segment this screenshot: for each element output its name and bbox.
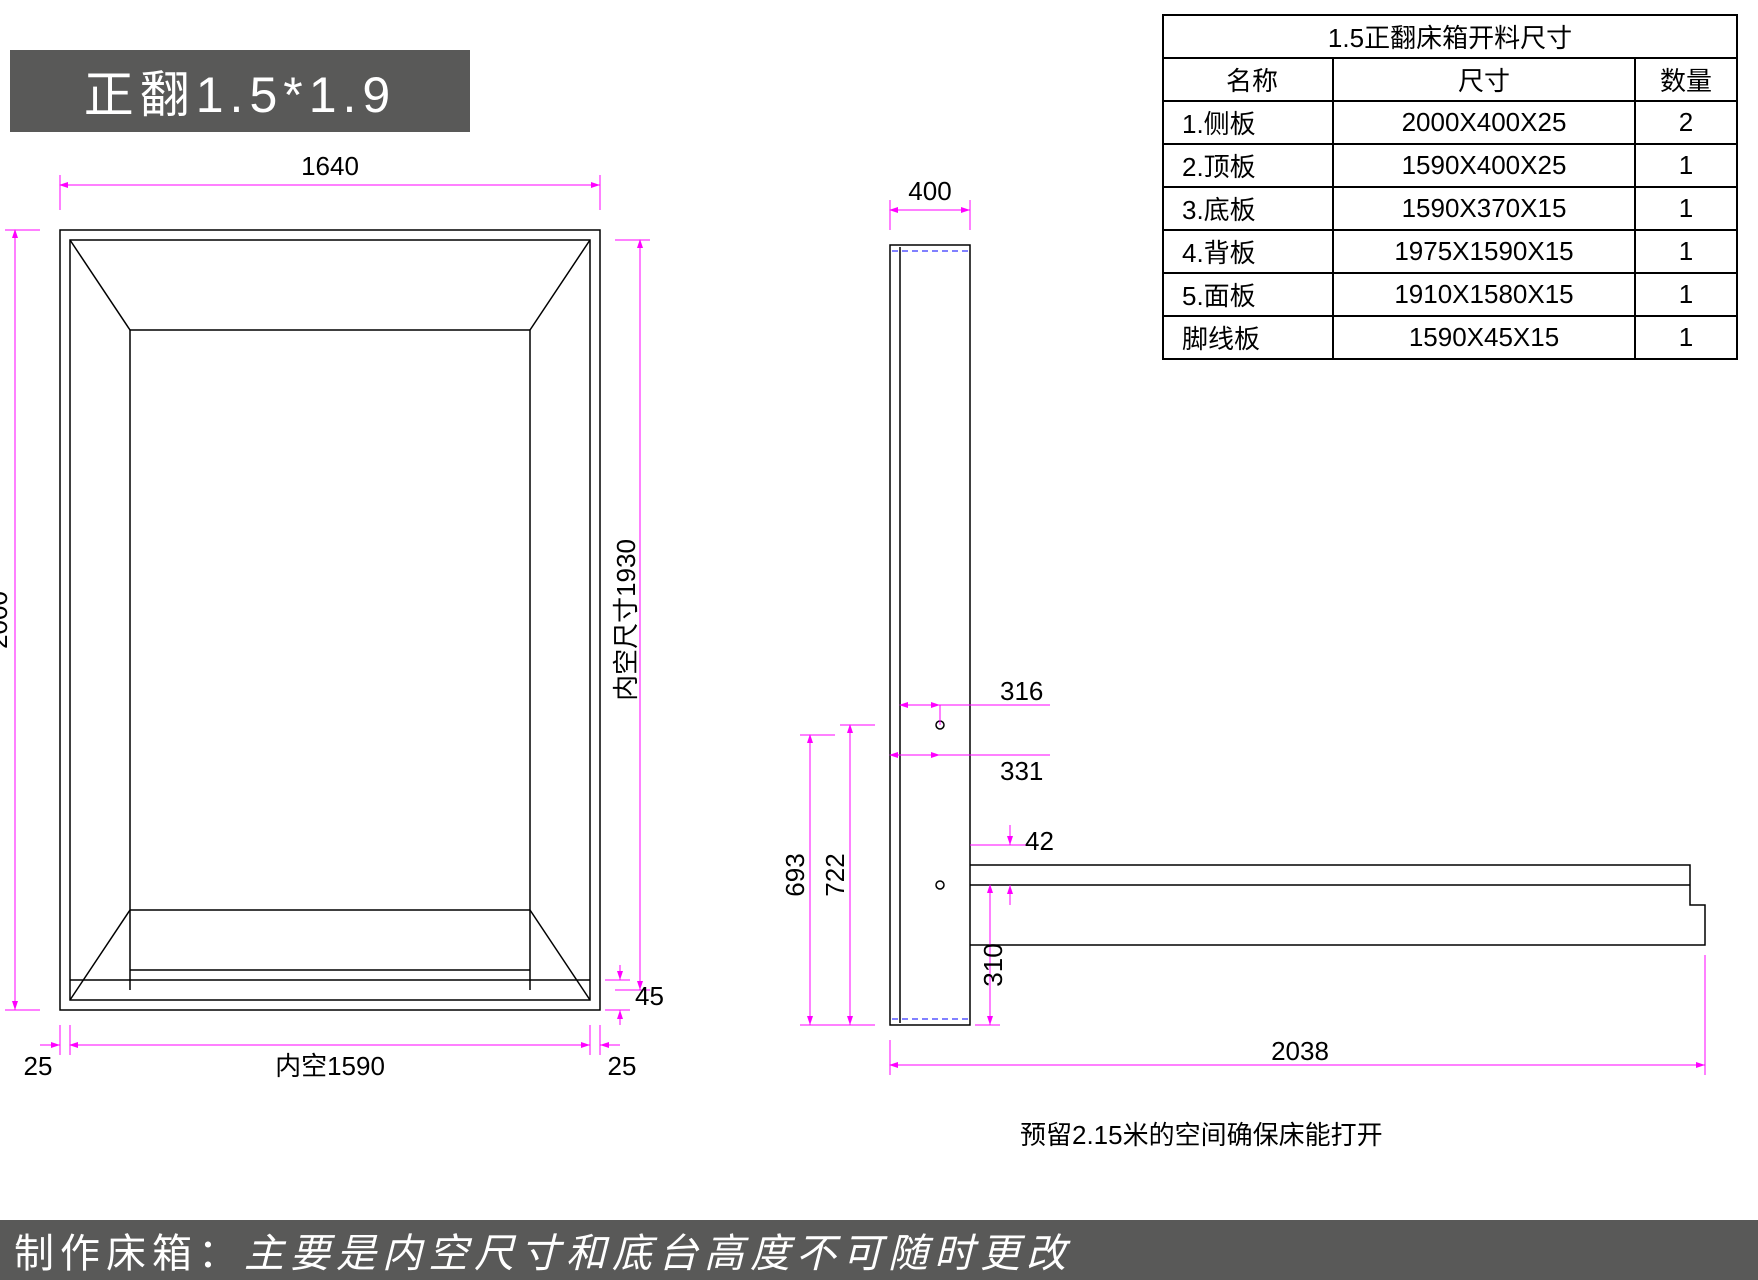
drawing-svg: 1640 2000 内空尺寸1930 45 (0, 0, 1758, 1280)
dim-1640: 1640 (301, 151, 359, 181)
dim-2038: 2038 (1271, 1036, 1329, 1066)
side-view: 400 316 331 42 310 (780, 176, 1705, 1075)
dim-316: 316 (1000, 676, 1043, 706)
footer-label: 制作床箱： (14, 1221, 244, 1279)
footer-text: 主要是内空尺寸和底台高度不可随时更改 (244, 1221, 1072, 1279)
dim-42: 42 (1025, 826, 1054, 856)
dim-1930: 内空尺寸1930 (611, 539, 641, 701)
footer-bar: 制作床箱： 主要是内空尺寸和底台高度不可随时更改 (0, 1220, 1758, 1280)
dim-25r: 25 (608, 1051, 637, 1081)
dim-310: 310 (978, 943, 1008, 986)
dim-45: 45 (635, 981, 664, 1011)
dim-2000: 2000 (0, 591, 13, 649)
dim-331: 331 (1000, 756, 1043, 786)
front-view: 1640 2000 内空尺寸1930 45 (0, 151, 664, 1081)
dim-25l: 25 (24, 1051, 53, 1081)
side-note: 预留2.15米的空间确保床能打开 (1020, 1115, 1383, 1152)
dim-693: 693 (780, 853, 810, 896)
dim-722: 722 (820, 853, 850, 896)
dim-400: 400 (908, 176, 951, 206)
dim-1590: 内空1590 (275, 1051, 385, 1081)
